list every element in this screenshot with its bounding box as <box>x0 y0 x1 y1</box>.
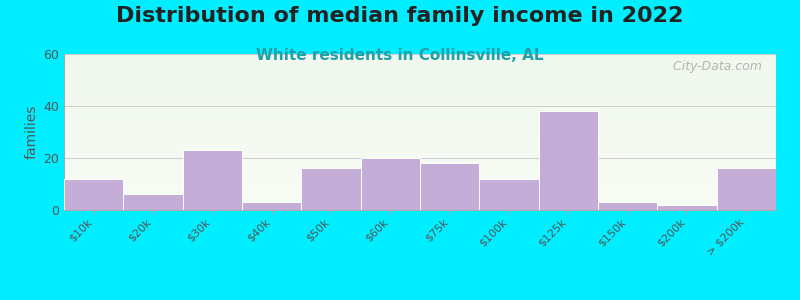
Bar <box>658 205 717 210</box>
Bar <box>64 179 123 210</box>
Bar <box>302 168 361 210</box>
Bar <box>598 202 658 210</box>
Y-axis label: families: families <box>25 105 39 159</box>
Bar <box>538 111 598 210</box>
Text: Distribution of median family income in 2022: Distribution of median family income in … <box>116 6 684 26</box>
Text: White residents in Collinsville, AL: White residents in Collinsville, AL <box>256 48 544 63</box>
Bar <box>242 202 302 210</box>
Bar <box>717 168 776 210</box>
Text: City-Data.com: City-Data.com <box>665 60 762 73</box>
Bar <box>479 179 538 210</box>
Bar <box>361 158 420 210</box>
Bar <box>420 163 479 210</box>
Bar <box>123 194 182 210</box>
Bar <box>182 150 242 210</box>
